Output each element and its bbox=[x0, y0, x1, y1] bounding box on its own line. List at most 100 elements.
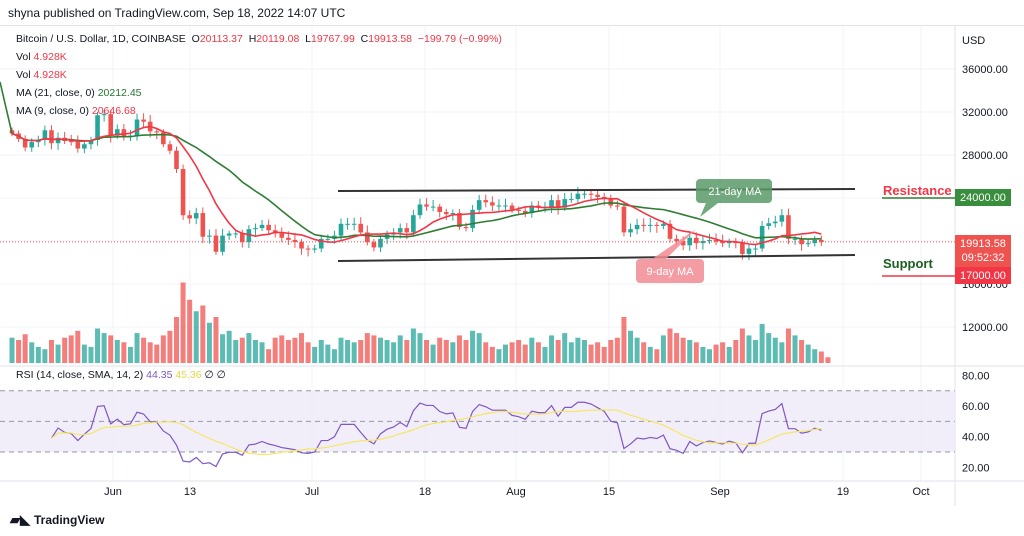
candle-body bbox=[240, 233, 245, 243]
candle-body bbox=[647, 224, 653, 226]
candle-body bbox=[621, 206, 627, 233]
volume-bar bbox=[450, 342, 456, 363]
volume-bar bbox=[595, 342, 601, 363]
volume-bar bbox=[174, 317, 179, 363]
candle-body bbox=[338, 223, 344, 236]
tradingview-logo[interactable]: ▰◣ TradingView bbox=[10, 512, 105, 527]
countdown: 09:52:32 bbox=[962, 252, 1005, 264]
candle-body bbox=[49, 130, 54, 144]
volume-bar bbox=[180, 282, 186, 363]
candle-body bbox=[174, 150, 179, 169]
price-tick: 28000.00 bbox=[962, 150, 1008, 162]
candle-body bbox=[108, 114, 113, 136]
candle-body bbox=[805, 243, 811, 245]
rsi-line bbox=[50, 401, 822, 468]
volume-bar bbox=[792, 335, 798, 363]
price-tick: 32000.00 bbox=[962, 107, 1008, 119]
candle-body bbox=[180, 168, 186, 216]
ma21-bubble bbox=[696, 179, 772, 217]
volume-bar bbox=[529, 337, 535, 363]
support-price: 17000.00 bbox=[960, 270, 1006, 282]
candle-body bbox=[641, 224, 646, 226]
volume-bar bbox=[733, 340, 739, 363]
vol-label: Vol bbox=[16, 51, 31, 63]
candle-body bbox=[101, 114, 107, 116]
candle-body bbox=[318, 238, 324, 249]
volume-bar bbox=[522, 344, 528, 363]
volume-bar bbox=[351, 342, 357, 363]
volume-bar bbox=[601, 346, 607, 363]
volume-bar bbox=[55, 344, 61, 363]
volume-bar bbox=[410, 328, 416, 363]
candle-body bbox=[812, 239, 818, 244]
channel-bottom-line bbox=[337, 254, 856, 262]
last-price-tag bbox=[955, 235, 1011, 267]
volume-bar bbox=[325, 344, 331, 363]
candle-body bbox=[443, 211, 449, 215]
volume-bar bbox=[167, 330, 173, 363]
volume-bar bbox=[772, 337, 778, 363]
volume-bar bbox=[424, 340, 430, 363]
volume-bar bbox=[154, 344, 160, 363]
candle-body bbox=[746, 248, 752, 254]
volume-bar bbox=[535, 342, 541, 363]
symbol-title: Bitcoin / U.S. Dollar, 1D, COINBASE bbox=[16, 33, 186, 45]
volume-bar bbox=[35, 346, 41, 363]
price-chart[interactable]: USD36000.0032000.0028000.0016000.0012000… bbox=[0, 26, 1024, 506]
candle-body bbox=[713, 239, 719, 242]
candle-body bbox=[220, 235, 225, 252]
volume-bar bbox=[509, 342, 515, 363]
volume-bar bbox=[62, 337, 68, 363]
candle-body bbox=[470, 209, 475, 229]
candle-body bbox=[654, 224, 660, 226]
candle-body bbox=[707, 239, 712, 241]
candle-body bbox=[766, 223, 771, 226]
candle-body bbox=[615, 205, 620, 207]
candle-body bbox=[404, 228, 410, 233]
price-tick: 36000.00 bbox=[962, 64, 1008, 76]
candle-body bbox=[720, 241, 725, 244]
candle-body bbox=[134, 119, 140, 136]
volume-bar bbox=[9, 337, 15, 363]
volume-bar bbox=[141, 337, 147, 363]
volume-bar bbox=[779, 342, 785, 363]
close-label: C bbox=[360, 33, 369, 45]
candle-body bbox=[365, 232, 370, 243]
ma21-line bbox=[0, 81, 822, 240]
currency-label: USD bbox=[962, 35, 985, 47]
ma9-value: 20646.68 bbox=[91, 105, 136, 117]
rsi-empty-2: ∅ bbox=[216, 369, 226, 381]
low-label: L bbox=[305, 33, 311, 45]
volume-bar bbox=[456, 335, 462, 363]
candle-body bbox=[299, 242, 304, 249]
time-tick: Jul bbox=[305, 486, 319, 498]
price-tick: 12000.00 bbox=[962, 322, 1008, 334]
candle-body bbox=[490, 202, 495, 206]
candle-body bbox=[753, 248, 758, 250]
volume-bar bbox=[239, 337, 245, 363]
candle-body bbox=[628, 229, 633, 233]
candle-body bbox=[411, 215, 416, 233]
volume-bar bbox=[391, 342, 397, 363]
candle-body bbox=[496, 205, 502, 207]
volume-bar bbox=[22, 334, 28, 363]
candle-body bbox=[312, 248, 317, 250]
volume-bar bbox=[384, 340, 390, 363]
legend-rsi: RSI (14, close, SMA, 14, 2) 44.35 45.36 … bbox=[16, 369, 226, 381]
volume-bar bbox=[364, 333, 370, 363]
candle-body bbox=[476, 200, 482, 210]
candle-body bbox=[694, 237, 699, 244]
candle-body bbox=[29, 142, 35, 148]
rsi-label: RSI (14, close, SMA, 14, 2) bbox=[16, 369, 144, 381]
chart-frame[interactable]: USD 36000.00 32000.00 28000.00 16000.00 12000… bbox=[0, 25, 1024, 506]
channel-top-line bbox=[337, 188, 856, 192]
volume-bar bbox=[516, 340, 522, 363]
ma9-line bbox=[11, 125, 822, 246]
volume-bar bbox=[305, 342, 311, 363]
volume-bar bbox=[700, 346, 706, 363]
volume-bar bbox=[417, 333, 423, 363]
volume-bar bbox=[542, 346, 548, 363]
volume-bar bbox=[568, 342, 574, 363]
rsi-sma-line bbox=[51, 409, 822, 456]
candle-body bbox=[417, 204, 423, 216]
